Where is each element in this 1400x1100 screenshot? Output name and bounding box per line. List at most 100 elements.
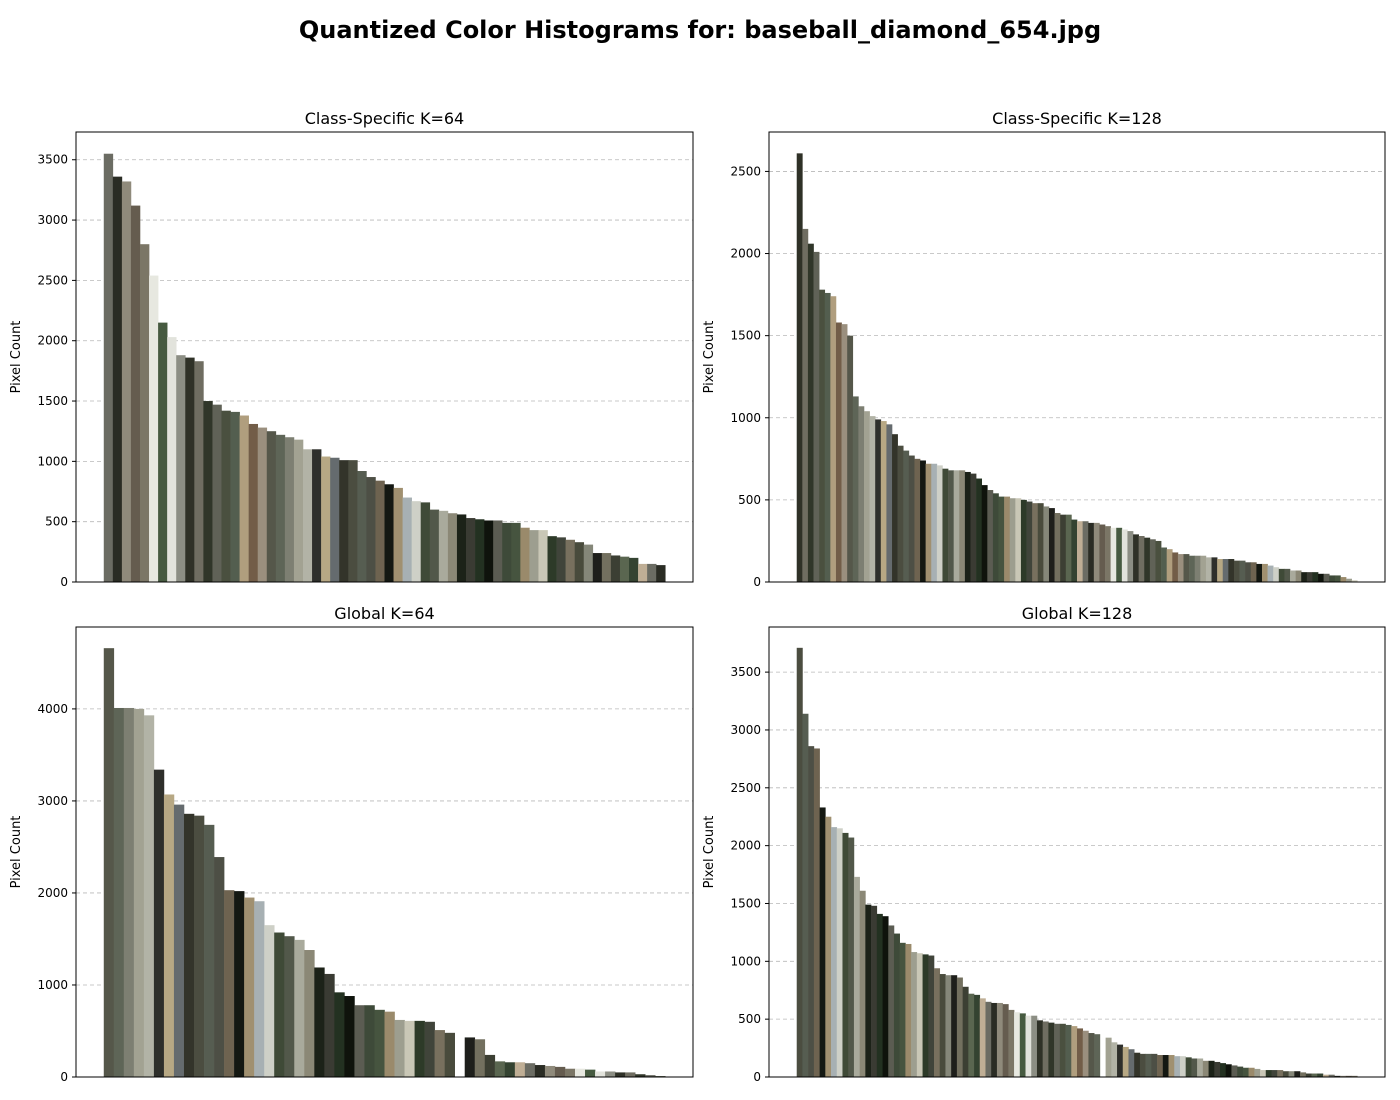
bar xyxy=(936,465,943,582)
bar xyxy=(882,916,889,1077)
bar xyxy=(925,463,932,582)
y-tick-label: 0 xyxy=(753,575,761,589)
bar xyxy=(364,1005,375,1077)
y-tick-label: 1000 xyxy=(730,954,761,968)
bar xyxy=(638,563,648,582)
bar xyxy=(1288,1071,1295,1077)
bar xyxy=(103,153,114,582)
bar xyxy=(484,520,494,582)
subplot-title: Global K=128 xyxy=(1022,604,1133,623)
bar xyxy=(493,520,503,582)
bar xyxy=(908,455,915,582)
bar xyxy=(1273,567,1280,582)
bar xyxy=(928,955,935,1077)
bar xyxy=(1002,1004,1009,1077)
bar xyxy=(103,648,115,1077)
bar xyxy=(424,1021,435,1077)
y-tick-label: 1500 xyxy=(730,329,761,343)
bar xyxy=(534,1065,546,1077)
bar xyxy=(266,431,277,582)
bar xyxy=(1054,1023,1061,1077)
bar xyxy=(1042,1021,1049,1077)
bar xyxy=(113,707,125,1077)
bar xyxy=(339,460,349,582)
y-tick-label: 500 xyxy=(45,515,68,529)
subplot-4: 0 500 1000 1500 2000 2500 3000 3500 Global K=128… xyxy=(702,604,1386,1084)
y-tick-label: 2000 xyxy=(730,247,761,261)
bar xyxy=(1048,1022,1055,1077)
bar xyxy=(979,998,986,1077)
bar xyxy=(121,181,132,582)
bar xyxy=(248,423,259,582)
bar xyxy=(601,553,612,582)
bar xyxy=(1231,1065,1238,1077)
bar xyxy=(1037,503,1044,582)
bar xyxy=(1025,1015,1032,1077)
bar xyxy=(1242,1067,1249,1077)
bar xyxy=(264,925,275,1077)
bar xyxy=(1284,568,1291,582)
bar xyxy=(956,977,963,1077)
bar xyxy=(892,434,898,582)
bar xyxy=(1202,1060,1209,1077)
bar xyxy=(1222,559,1229,582)
bar xyxy=(1205,557,1212,582)
y-tick-label: 4000 xyxy=(37,702,68,716)
bar xyxy=(920,460,926,582)
bar xyxy=(354,1005,365,1077)
y-tick-label: 2500 xyxy=(37,273,68,287)
bar xyxy=(619,556,630,582)
bar xyxy=(992,493,999,582)
bar xyxy=(842,832,849,1077)
bar xyxy=(112,176,123,582)
y-tick-label: 1500 xyxy=(730,896,761,910)
bar xyxy=(1105,1037,1112,1077)
bar xyxy=(859,890,866,1077)
bar xyxy=(1305,1073,1312,1077)
bar xyxy=(303,449,313,582)
bar xyxy=(475,519,485,582)
bar xyxy=(625,1072,636,1077)
y-tick-label: 500 xyxy=(738,493,761,507)
bar xyxy=(647,563,657,582)
bar xyxy=(384,484,394,582)
bar xyxy=(1208,1060,1215,1077)
bar xyxy=(474,1039,486,1077)
bar xyxy=(1179,1056,1186,1077)
bar xyxy=(1177,554,1184,582)
bar xyxy=(911,952,918,1077)
bar xyxy=(1306,572,1313,582)
bar xyxy=(1093,522,1100,582)
bar xyxy=(538,530,548,582)
bar xyxy=(825,816,832,1077)
bar xyxy=(1122,1046,1129,1077)
plot-frame xyxy=(75,626,694,1078)
bar xyxy=(796,153,803,582)
bar xyxy=(1265,1070,1272,1077)
plot-frame xyxy=(768,131,1386,583)
bar xyxy=(547,536,557,582)
bar xyxy=(1217,559,1224,582)
bar xyxy=(987,490,994,582)
bar xyxy=(656,565,666,582)
bar xyxy=(1009,498,1016,582)
bar xyxy=(224,890,235,1077)
bar xyxy=(1026,501,1033,582)
bar xyxy=(824,292,831,582)
bar xyxy=(1301,572,1308,582)
bar xyxy=(1351,1075,1358,1077)
plot-frame xyxy=(768,626,1386,1078)
bar xyxy=(375,480,385,582)
bar xyxy=(959,470,966,582)
bar xyxy=(384,1011,395,1077)
bar xyxy=(1233,560,1240,582)
bar xyxy=(444,1032,455,1077)
bar xyxy=(149,275,159,582)
bar xyxy=(1105,526,1111,582)
bar xyxy=(1166,549,1173,582)
bar xyxy=(1048,508,1055,582)
bar xyxy=(1334,1075,1341,1077)
bar xyxy=(1088,1033,1095,1077)
bar xyxy=(996,1002,1003,1077)
bar xyxy=(841,324,848,582)
